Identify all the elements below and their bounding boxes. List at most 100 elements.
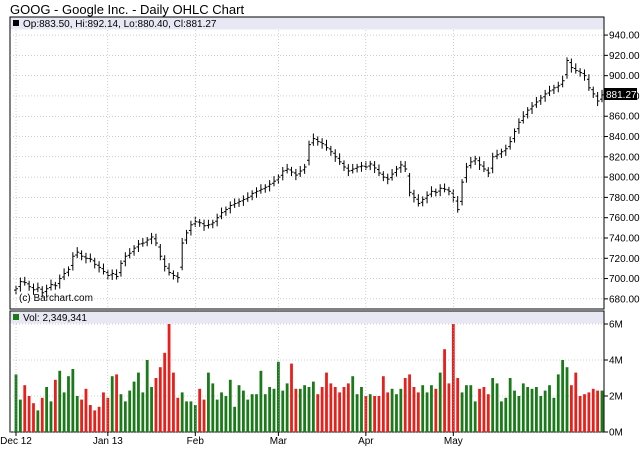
price-tick-label: 800.00 [609, 173, 640, 184]
ohlc-bar [411, 189, 416, 203]
ohlc-bar [223, 206, 228, 216]
ohlc-bar [215, 213, 220, 227]
time-tick-label: Apr [358, 436, 374, 447]
ohlc-bar [167, 263, 172, 276]
ohlc-bar [446, 186, 451, 196]
ohlc-bar [403, 161, 408, 173]
ohlc-bar [289, 166, 294, 177]
ohlc-bar [595, 91, 600, 107]
volume-bar [552, 397, 556, 432]
ohlc-bar [381, 171, 386, 182]
volume-bar [281, 390, 285, 432]
ohlc-bar [508, 136, 513, 150]
ohlc-bar [455, 195, 460, 213]
ohlc-bar [307, 140, 311, 166]
volume-legend: Vol: 2,349,341 [23, 313, 87, 324]
volume-bar [128, 390, 132, 432]
volume-bar [141, 392, 145, 432]
ohlc-bar [132, 245, 137, 256]
volume-bar [578, 396, 582, 432]
volume-bar [58, 370, 62, 432]
ohlc-bar [272, 176, 277, 187]
volume-bar [386, 392, 390, 432]
ohlc-bar [346, 164, 351, 177]
ohlc-bar [573, 63, 578, 74]
volume-bar [434, 388, 438, 432]
ohlc-bar [254, 187, 259, 198]
ohlc-bar [57, 274, 62, 289]
volume-bar [390, 388, 394, 432]
volume-tick-label: 4M [609, 356, 623, 367]
ohlc-bar [398, 160, 403, 173]
ohlc-bar [425, 191, 430, 204]
ohlc-bar [495, 149, 500, 160]
price-tick-label: 740.00 [609, 233, 640, 244]
ohlc-bar [197, 219, 202, 227]
volume-bar [346, 383, 350, 432]
ohlc-bar [499, 148, 504, 158]
volume-bar [565, 367, 569, 432]
ohlc-bar [600, 89, 604, 103]
volume-bar [325, 372, 328, 432]
ohlc-bar [18, 277, 23, 292]
volume-bar [250, 394, 254, 432]
volume-bar [246, 399, 250, 432]
ohlc-bar [53, 281, 58, 290]
time-tick-label: Dec 12 [0, 436, 32, 447]
price-legend-marker [13, 20, 19, 26]
time-tick-label: Feb [187, 436, 205, 447]
ohlc-bar [547, 85, 552, 97]
ohlc-bar [48, 279, 53, 291]
volume-legend-marker [13, 314, 19, 320]
ohlc-bar [390, 168, 395, 181]
ohlc-bar [188, 220, 193, 236]
volume-bar [97, 406, 101, 432]
ohlc-bar [276, 174, 281, 185]
price-tick-label: 840.00 [609, 132, 640, 143]
volume-bar [508, 378, 512, 432]
volume-bar [530, 388, 534, 432]
volume-bar [207, 372, 210, 432]
volume-bar [513, 390, 516, 432]
ohlc-bar [184, 229, 189, 245]
volume-bar [27, 396, 31, 432]
ohlc-bar [473, 155, 478, 166]
volume-bar [193, 405, 197, 432]
ohlc-bar [83, 252, 88, 264]
volume-bar [504, 397, 508, 432]
ohlc-bar [219, 207, 224, 220]
volume-bar [587, 392, 591, 432]
volume-bar [298, 388, 302, 432]
ohlc-bar [420, 196, 425, 207]
time-tick-label: Mar [270, 436, 288, 447]
ohlc-bar [180, 237, 185, 271]
ohlc-bar [460, 179, 465, 206]
ohlc-bar [341, 160, 346, 172]
volume-tick-label: 0M [609, 428, 623, 439]
volume-bar [569, 385, 573, 432]
ohlc-bar [333, 149, 338, 162]
ohlc-bar [250, 190, 255, 201]
ohlc-bar [372, 161, 377, 174]
volume-bar [600, 390, 604, 432]
volume-bar [80, 399, 83, 432]
ohlc-bar [376, 164, 381, 177]
ohlc-bar [202, 219, 207, 231]
volume-bar [49, 401, 53, 432]
volume-bar [583, 394, 586, 432]
volume-bar [45, 387, 49, 432]
ohlc-bar [521, 111, 526, 124]
volume-bar [355, 394, 359, 432]
volume-bar [373, 396, 376, 432]
volume-bar [460, 392, 464, 432]
volume-bar [421, 385, 425, 432]
volume-bar [303, 385, 307, 432]
volume-bar [473, 401, 477, 432]
volume-bar [62, 392, 66, 432]
volume-bar [381, 376, 385, 432]
volume-bar [500, 401, 503, 432]
price-tick-label: 700.00 [609, 274, 640, 285]
volume-bar [591, 388, 595, 432]
volume-bar [150, 387, 153, 432]
ohlc-bar [516, 118, 521, 134]
